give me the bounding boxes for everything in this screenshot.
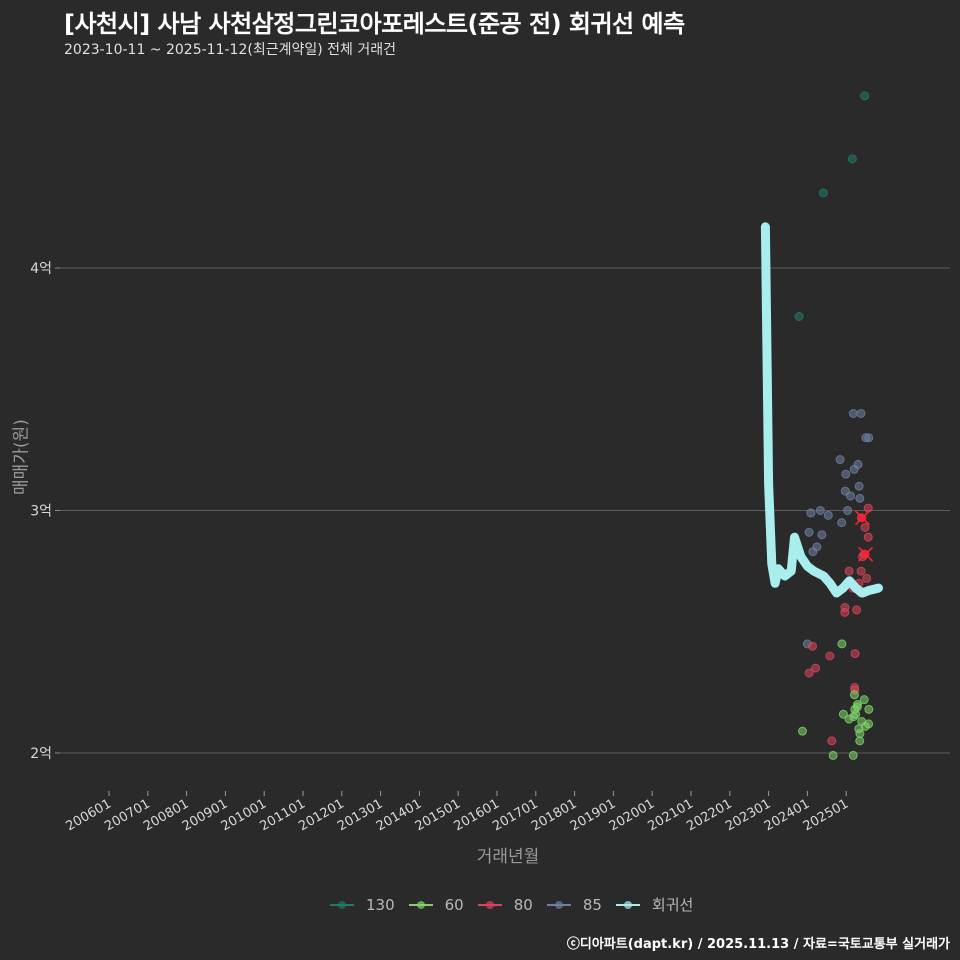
- legend-swatch-icon: [477, 898, 502, 912]
- data-point-85: [843, 506, 853, 515]
- legend-item-85: 85: [546, 895, 602, 914]
- data-point-130: [818, 188, 828, 198]
- data-point-85: [855, 493, 865, 503]
- data-point-60: [855, 736, 865, 746]
- data-point-80: [844, 566, 854, 576]
- x-tick-label: 202501: [801, 796, 851, 834]
- x-axis-ticks: 2006012007012008012009012010012011012012…: [64, 791, 851, 834]
- data-point-85: [848, 409, 858, 418]
- data-point-85: [804, 527, 814, 537]
- data-point-60: [852, 702, 862, 712]
- data-point-85: [856, 409, 866, 418]
- data-point-80: [811, 663, 821, 673]
- data-point-60: [848, 750, 858, 760]
- data-point-60: [797, 726, 807, 736]
- data-point-85: [815, 506, 825, 515]
- chart-title: [사천시] 사남 사천삼정그린코아포레스트(준공 전) 회귀선 예측: [64, 10, 685, 38]
- data-point-85: [837, 518, 847, 528]
- data-point-80: [804, 668, 814, 678]
- data-point-85: [817, 530, 827, 540]
- data-point-85: [823, 510, 833, 520]
- data-point-80: [825, 651, 835, 661]
- legend-swatch-icon: [408, 898, 433, 912]
- legend: 130 60 80 85 회귀선: [330, 894, 707, 915]
- data-point-80: [860, 522, 870, 532]
- legend-label: 회귀선: [651, 896, 694, 914]
- data-point-80: [862, 573, 872, 583]
- chart-subtitle: 2023-10-11 ~ 2025-11-12(최근계약일) 전체 거래건: [64, 42, 396, 58]
- data-point-60: [859, 695, 869, 705]
- data-point-80: [850, 649, 860, 659]
- legend-swatch-icon: [615, 898, 640, 912]
- data-point-130: [860, 91, 870, 101]
- legend-item-회귀선: 회귀선: [615, 894, 694, 915]
- data-point-85: [806, 508, 816, 518]
- legend-swatch-icon: [546, 898, 571, 912]
- data-point-85: [812, 542, 822, 552]
- legend-item-130: 130: [330, 896, 395, 914]
- y-tick-label: 2억: [30, 746, 52, 762]
- data-point-85: [835, 455, 845, 465]
- data-point-80: [827, 736, 837, 746]
- y-axis-label: 매매가(원): [11, 419, 32, 495]
- data-point-80: [808, 641, 818, 651]
- data-point-60: [864, 719, 874, 729]
- regression-line-path: [760, 222, 883, 598]
- data-point-80: [840, 603, 850, 612]
- x-axis-label: 거래년월: [476, 847, 540, 867]
- legend-item-60: 60: [408, 895, 464, 914]
- y-axis-ticks: 2억 3억 4억: [30, 261, 60, 762]
- data-point-80: [863, 532, 873, 542]
- data-point-60: [849, 690, 859, 700]
- y-tick-label: 3억: [30, 504, 52, 520]
- data-point-85: [853, 459, 863, 469]
- data-point-85: [864, 433, 874, 443]
- highlight-markers: [854, 510, 874, 562]
- source-footer: ⓒ디아파트(dapt.kr) / 2025.11.13 / 자료=국토교통부 실…: [566, 937, 950, 952]
- gridlines: [60, 267, 950, 754]
- regression-line: [760, 222, 883, 598]
- legend-label: 80: [513, 895, 533, 914]
- data-point-60: [828, 750, 838, 760]
- data-point-85: [854, 481, 864, 491]
- legend-label: 85: [582, 895, 602, 914]
- data-point-60: [864, 704, 874, 714]
- data-point-85: [841, 469, 851, 479]
- data-point-60: [851, 709, 861, 719]
- legend-item-80: 80: [477, 895, 533, 914]
- legend-swatch-icon: [330, 898, 354, 912]
- data-point-85: [846, 491, 856, 501]
- legend-label: 130: [366, 895, 395, 914]
- data-point-60: [837, 639, 847, 649]
- legend-label: 60: [444, 895, 464, 914]
- data-point-80: [856, 566, 866, 576]
- data-point-60: [838, 709, 848, 719]
- data-point-80: [852, 605, 862, 615]
- data-point-130: [794, 312, 804, 321]
- y-tick-label: 4억: [30, 261, 52, 277]
- scatter-points: [794, 91, 874, 760]
- data-point-130: [847, 154, 857, 164]
